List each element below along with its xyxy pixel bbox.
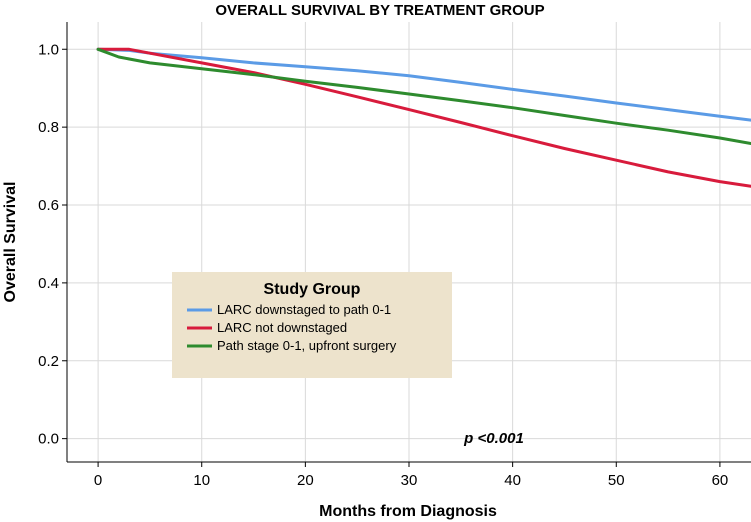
x-axis-label: Months from Diagnosis — [319, 503, 497, 520]
legend-label-1: LARC downstaged to path 0-1 — [217, 302, 391, 317]
y-axis-label: Overall Survival — [2, 182, 19, 303]
legend-label-2: LARC not downstaged — [217, 320, 347, 335]
tick-labels: 0 10 20 30 40 50 60 0.0 0.2 0.4 0.6 0.8 1.0 — [38, 41, 728, 489]
x-tick-label: 60 — [712, 472, 729, 489]
legend-title: Study Group — [264, 281, 361, 298]
chart-title: OVERALL SURVIVAL BY TREATMENT GROUP — [215, 2, 544, 19]
x-tick-label: 10 — [193, 472, 210, 489]
x-tick-label: 20 — [297, 472, 314, 489]
legend-box — [172, 272, 452, 378]
y-tick-label: 1.0 — [38, 41, 59, 58]
x-tick-label: 50 — [608, 472, 625, 489]
legend-label-3: Path stage 0-1, upfront surgery — [217, 338, 397, 353]
y-tick-label: 0.2 — [38, 353, 59, 370]
y-tick-label: 0.0 — [38, 431, 59, 448]
x-tick-label: 0 — [94, 472, 102, 489]
axes — [62, 22, 751, 467]
x-tick-label: 30 — [401, 472, 418, 489]
series-line-3 — [96, 47, 751, 145]
series-line-1 — [96, 47, 751, 122]
p-value-annotation: p <0.001 — [463, 430, 524, 447]
series-lines — [96, 47, 751, 188]
y-tick-label: 0.8 — [38, 119, 59, 136]
y-tick-label: 0.4 — [38, 275, 59, 292]
x-tick-label: 40 — [504, 472, 521, 489]
series-line-2 — [96, 47, 751, 188]
legend: Study Group LARC downstaged to path 0-1 L… — [172, 272, 452, 378]
y-tick-label: 0.6 — [38, 197, 59, 214]
